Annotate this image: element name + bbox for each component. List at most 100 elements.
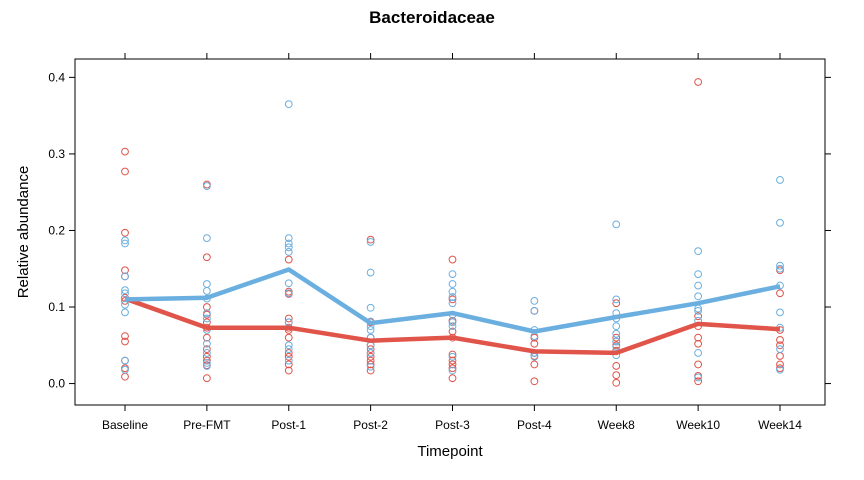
data-point-series-2 bbox=[284, 239, 293, 248]
x-tick-label: Week8 bbox=[598, 418, 635, 432]
y-axis-label: Relative abundance bbox=[15, 166, 32, 299]
data-point-series-2 bbox=[366, 326, 375, 334]
data-point-series-2 bbox=[612, 322, 621, 331]
data-point-series-1 bbox=[448, 295, 457, 304]
data-point-series-2 bbox=[202, 287, 211, 295]
data-point-series-1 bbox=[612, 362, 621, 370]
data-point-series-2 bbox=[776, 365, 784, 374]
data-point-series-1 bbox=[694, 377, 703, 386]
data-point-series-2 bbox=[284, 243, 293, 252]
data-point-series-2 bbox=[202, 362, 211, 370]
data-point-series-2 bbox=[366, 349, 375, 357]
data-point-series-2 bbox=[202, 309, 211, 318]
data-point-series-2 bbox=[530, 296, 539, 305]
data-point-series-2 bbox=[121, 356, 129, 365]
data-point-series-1 bbox=[448, 360, 457, 369]
data-point-series-1 bbox=[284, 333, 293, 342]
data-point-series-1 bbox=[202, 303, 211, 311]
data-point-series-2 bbox=[202, 182, 211, 190]
data-point-series-1 bbox=[448, 350, 457, 359]
data-point-series-1 bbox=[121, 266, 129, 275]
data-point-series-2 bbox=[448, 299, 457, 308]
data-point-series-2 bbox=[776, 261, 784, 270]
y-tick-label: 0.1 bbox=[48, 300, 65, 314]
y-tick-label: 0.3 bbox=[48, 147, 65, 161]
data-point-series-1 bbox=[448, 364, 457, 373]
data-point-series-2 bbox=[530, 306, 539, 315]
x-tick-label: Post-1 bbox=[271, 418, 306, 432]
data-point-series-2 bbox=[694, 281, 703, 290]
x-tick-label: Week10 bbox=[676, 418, 720, 432]
data-point-series-1 bbox=[366, 345, 375, 354]
data-point-series-2 bbox=[448, 322, 457, 331]
y-tick-label: 0.4 bbox=[48, 70, 65, 84]
x-tick-label: Post-3 bbox=[435, 418, 470, 432]
data-point-series-1 bbox=[612, 378, 621, 387]
data-point-series-2 bbox=[284, 234, 293, 243]
data-point-series-2 bbox=[366, 303, 375, 312]
data-point-series-2 bbox=[284, 100, 293, 109]
data-point-series-2 bbox=[121, 286, 129, 295]
data-point-series-1 bbox=[530, 377, 539, 386]
data-point-series-1 bbox=[776, 289, 784, 298]
data-point-series-2 bbox=[366, 362, 375, 371]
x-tick-label: Pre-FMT bbox=[183, 418, 231, 432]
data-point-series-2 bbox=[612, 220, 621, 229]
data-point-series-1 bbox=[202, 345, 211, 354]
data-point-series-1 bbox=[612, 371, 621, 380]
data-point-series-1 bbox=[284, 360, 293, 369]
data-point-series-1 bbox=[121, 372, 129, 381]
data-point-series-1 bbox=[694, 312, 703, 321]
data-point-series-1 bbox=[694, 360, 703, 369]
data-point-series-2 bbox=[202, 314, 211, 323]
x-tick-label: Baseline bbox=[102, 418, 148, 432]
y-axis: 0.0 0.1 0.2 0.3 0.4 bbox=[48, 70, 831, 391]
data-point-series-2 bbox=[612, 342, 621, 351]
data-point-series-2 bbox=[202, 358, 211, 367]
data-point-series-1 bbox=[448, 356, 457, 365]
data-point-series-1 bbox=[121, 332, 129, 341]
data-point-series-1 bbox=[448, 327, 457, 336]
mean-line-series-1 bbox=[124, 296, 781, 356]
data-point-series-2 bbox=[202, 280, 211, 288]
mean-lines-layer bbox=[124, 267, 781, 356]
data-point-series-2 bbox=[612, 337, 621, 346]
data-point-series-2 bbox=[121, 308, 129, 317]
data-point-series-2 bbox=[121, 289, 129, 298]
data-point-series-1 bbox=[776, 352, 784, 360]
data-point-series-2 bbox=[448, 270, 457, 279]
data-point-series-2 bbox=[121, 365, 129, 374]
x-tick-label: Week14 bbox=[758, 418, 802, 432]
data-point-series-1 bbox=[448, 374, 457, 383]
data-point-series-1 bbox=[202, 333, 211, 342]
data-point-series-1 bbox=[776, 336, 784, 344]
data-point-series-1 bbox=[366, 356, 375, 365]
plot-frame bbox=[74, 58, 826, 406]
data-point-series-2 bbox=[284, 248, 293, 256]
data-point-series-2 bbox=[448, 280, 457, 288]
data-point-series-2 bbox=[284, 289, 293, 298]
data-point-series-1 bbox=[202, 352, 211, 361]
data-point-series-2 bbox=[612, 295, 621, 304]
data-point-series-1 bbox=[121, 364, 129, 373]
data-point-series-2 bbox=[202, 349, 211, 357]
data-point-series-2 bbox=[448, 352, 457, 361]
data-point-series-1 bbox=[366, 235, 375, 244]
data-point-series-2 bbox=[694, 270, 703, 279]
data-point-series-1 bbox=[284, 366, 293, 375]
data-point-series-2 bbox=[694, 292, 703, 301]
data-point-series-1 bbox=[284, 314, 293, 323]
data-point-series-2 bbox=[776, 218, 784, 227]
data-point-series-1 bbox=[612, 333, 621, 342]
data-point-series-1 bbox=[202, 374, 211, 383]
x-axis-label: Timepoint bbox=[417, 443, 483, 460]
data-point-series-2 bbox=[121, 239, 129, 248]
data-point-series-2 bbox=[694, 247, 703, 256]
data-point-series-1 bbox=[121, 167, 129, 176]
points-layer bbox=[121, 78, 784, 387]
mean-line-series-2 bbox=[124, 267, 781, 334]
data-point-series-1 bbox=[694, 333, 703, 342]
data-point-series-2 bbox=[202, 234, 211, 243]
data-point-series-1 bbox=[284, 255, 293, 264]
